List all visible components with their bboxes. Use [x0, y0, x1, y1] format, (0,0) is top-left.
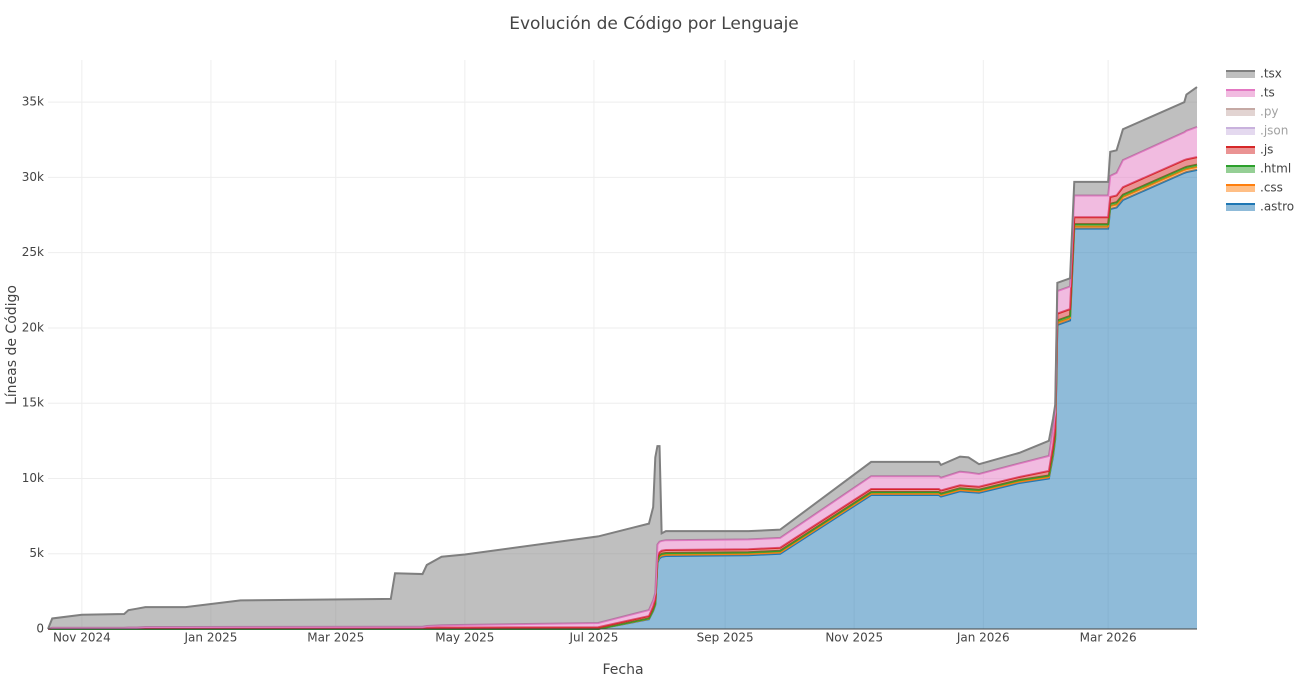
x-tick-label: May 2025: [435, 631, 494, 645]
legend-item: .tsx: [1226, 67, 1282, 81]
x-tick-label: Nov 2024: [53, 631, 111, 645]
y-tick-label: 25k: [22, 245, 44, 259]
x-tick-label: Sep 2025: [697, 631, 754, 645]
y-tick-label: 5k: [29, 546, 44, 560]
legend-label: .css: [1260, 181, 1283, 195]
x-tick-label: Jan 2025: [184, 631, 238, 645]
legend-swatch: [1226, 89, 1255, 97]
x-tick-label: Nov 2025: [825, 631, 883, 645]
legend-swatch: [1226, 203, 1255, 211]
legend-swatch: [1226, 146, 1255, 154]
legend-swatch: [1226, 108, 1255, 116]
y-axis-title: Líneas de Código: [4, 285, 20, 405]
legend-label: .ts: [1260, 86, 1275, 100]
x-tick-label: Jan 2026: [956, 631, 1010, 645]
legend-item: .html: [1226, 162, 1291, 176]
legend-swatch: [1226, 165, 1255, 173]
legend-item: .css: [1226, 181, 1283, 195]
legend-item: .ts: [1226, 86, 1275, 100]
legend-swatch: [1226, 184, 1255, 192]
legend: .tsx .ts .py .json .js .html .css .astro: [1226, 67, 1294, 214]
legend-item: .json: [1226, 124, 1288, 138]
legend-label: .astro: [1260, 200, 1294, 214]
y-tick-label: 20k: [22, 320, 44, 334]
x-tick-label: Jul 2025: [569, 631, 619, 645]
x-tick-label: Mar 2025: [307, 631, 364, 645]
legend-swatch: [1226, 127, 1255, 135]
legend-item: .py: [1226, 105, 1279, 119]
x-tick-label: Mar 2026: [1080, 631, 1137, 645]
y-tick-label: 15k: [22, 396, 44, 410]
y-tick-label: 30k: [22, 170, 44, 184]
y-tick-label: 10k: [22, 471, 44, 485]
legend-label: .json: [1260, 124, 1288, 138]
y-tick-label: 0: [36, 622, 44, 636]
chart-title: Evolución de Código por Lenguaje: [509, 14, 799, 34]
legend-item: .js: [1226, 143, 1273, 157]
legend-swatch: [1226, 70, 1255, 78]
legend-label: .tsx: [1260, 67, 1282, 81]
x-axis-title: Fecha: [602, 662, 643, 678]
area-line: [47, 86, 1198, 630]
legend-label: .py: [1260, 105, 1279, 119]
legend-label: .html: [1260, 162, 1291, 176]
legend-label: .js: [1260, 143, 1273, 157]
legend-item: .astro: [1226, 200, 1294, 214]
y-tick-label: 35k: [22, 95, 44, 109]
area-fill: [48, 169, 1197, 630]
